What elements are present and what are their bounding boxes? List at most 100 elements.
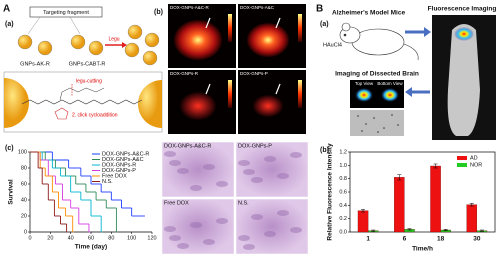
gold-surface [138, 80, 162, 128]
tumor-signal [247, 23, 289, 57]
arrow [275, 83, 281, 95]
molecule [59, 87, 105, 101]
label-box [29, 6, 103, 18]
subpanel-label: (a) [320, 21, 329, 28]
x-tick-label: 0 [28, 235, 31, 241]
view-label: Top View [355, 81, 374, 86]
color-bar [298, 80, 302, 108]
y-tick-label: 1.0 [339, 163, 347, 169]
subpanel-label: (b) [154, 9, 163, 16]
error-bar [443, 229, 448, 231]
legend-label: Free DOX [102, 173, 127, 179]
bar [357, 210, 369, 233]
tumor-signal [180, 92, 216, 120]
gold-surface [4, 78, 29, 128]
tissue [264, 156, 276, 162]
arrow [205, 83, 211, 95]
y-tick-label: 0.8 [339, 176, 347, 182]
tissue [164, 151, 176, 157]
scheme-label: Targeting fragment [43, 10, 89, 16]
legend-label: DOX-GNPs-P [102, 168, 136, 174]
error-bar [371, 229, 376, 232]
mouse-silhouette [447, 24, 480, 136]
legend-label: AD [470, 155, 478, 161]
y-tick-label: 100 [18, 149, 27, 155]
x-axis-label: Time (day) [75, 244, 107, 251]
tissue [190, 185, 202, 191]
tem-particles [357, 114, 399, 133]
tissue [169, 160, 181, 166]
y-tick-label: 0 [24, 229, 27, 235]
scheme-label: Alzheimer's Model Mice [332, 10, 405, 17]
tissue [203, 239, 215, 245]
y-tick-label: 40 [21, 197, 27, 203]
error-bar [469, 203, 474, 207]
brain [381, 88, 399, 102]
error-bar [361, 209, 366, 213]
scheme-label: GNPs-CABT-R [69, 61, 106, 67]
color-bar [298, 14, 302, 42]
chem-box [3, 71, 163, 133]
x-tick-label: 1 [366, 236, 370, 243]
y-tick-label: 60 [21, 181, 27, 187]
tissue [251, 177, 263, 183]
x-tick-label: 100 [127, 235, 136, 241]
tissue [190, 222, 202, 228]
scheme-label: legu-cutting [76, 78, 102, 84]
image-label: DOX-GNPs-R [170, 71, 199, 76]
tissue [277, 173, 289, 179]
panel-label: A [3, 4, 10, 15]
bar [430, 165, 441, 233]
tissue [216, 181, 228, 187]
y-tick-label: 0.2 [339, 216, 347, 222]
y-tick-label: 20 [21, 213, 27, 219]
nanoparticles [17, 16, 160, 66]
x-tick-label: 18 [437, 236, 445, 243]
image-label: Free DOX [164, 200, 189, 206]
arrow [205, 17, 211, 29]
bar-chart: 0.0 0.2 0.4 0.6 0.8 1.0 1.2 1 6 18 30 Time/h Relativ… [327, 143, 496, 253]
tissue [238, 160, 250, 166]
bar [466, 204, 478, 233]
molecule [21, 99, 143, 105]
y-tick-label: 0.0 [339, 229, 347, 235]
error-bar [433, 163, 438, 169]
subpanel-label: (b) [320, 147, 329, 154]
brain-signal [454, 27, 474, 41]
scheme-label: Fluorescence Imaging [428, 6, 497, 13]
subpanel-label: (a) [5, 21, 14, 28]
legend-swatch [457, 163, 467, 167]
tissue [251, 214, 263, 220]
y-axis-label: Survival [8, 179, 15, 204]
survival-chart: 0 20 40 60 80 100 0 20 40 60 80 100 120 Time (day) Sur… [8, 149, 157, 250]
mouse-drawing [339, 22, 419, 61]
legend-label: DOX-GNPs-R [102, 162, 136, 168]
tissue [243, 244, 255, 250]
tissue [238, 235, 250, 241]
histology-grid: DOX-GNPs-A&C-R DOX-GNPs-P Free DOX N.S. [161, 141, 309, 255]
tumor-signal [174, 20, 222, 60]
arrow-head [424, 27, 431, 37]
error-bar [407, 228, 412, 231]
scheme-label: Imaging of Dissected Brain [335, 71, 419, 78]
error-bar [397, 174, 402, 181]
color-bar [228, 14, 232, 42]
y-tick-label: 0.6 [339, 189, 347, 195]
y-tick-label: 80 [21, 165, 27, 171]
arrow-head [405, 87, 412, 97]
y-axis-label: Relative Fluorescence Intensity [327, 143, 334, 241]
y-tick-label: 0.4 [339, 203, 347, 209]
y-tick-label: 1.2 [339, 149, 347, 155]
tissue [290, 152, 302, 158]
scheme-label: GNPs-AK-R [20, 61, 50, 67]
scheme-label: Legu [108, 36, 119, 42]
tissue [203, 164, 215, 170]
arrow-head [122, 42, 127, 48]
x-tick-label: 20 [47, 235, 53, 241]
tissue [277, 210, 289, 216]
tissue [177, 168, 189, 174]
error-bar [479, 229, 484, 232]
reagent-label: HAuCl4 [323, 42, 342, 48]
x-tick-label: 120 [147, 235, 156, 241]
